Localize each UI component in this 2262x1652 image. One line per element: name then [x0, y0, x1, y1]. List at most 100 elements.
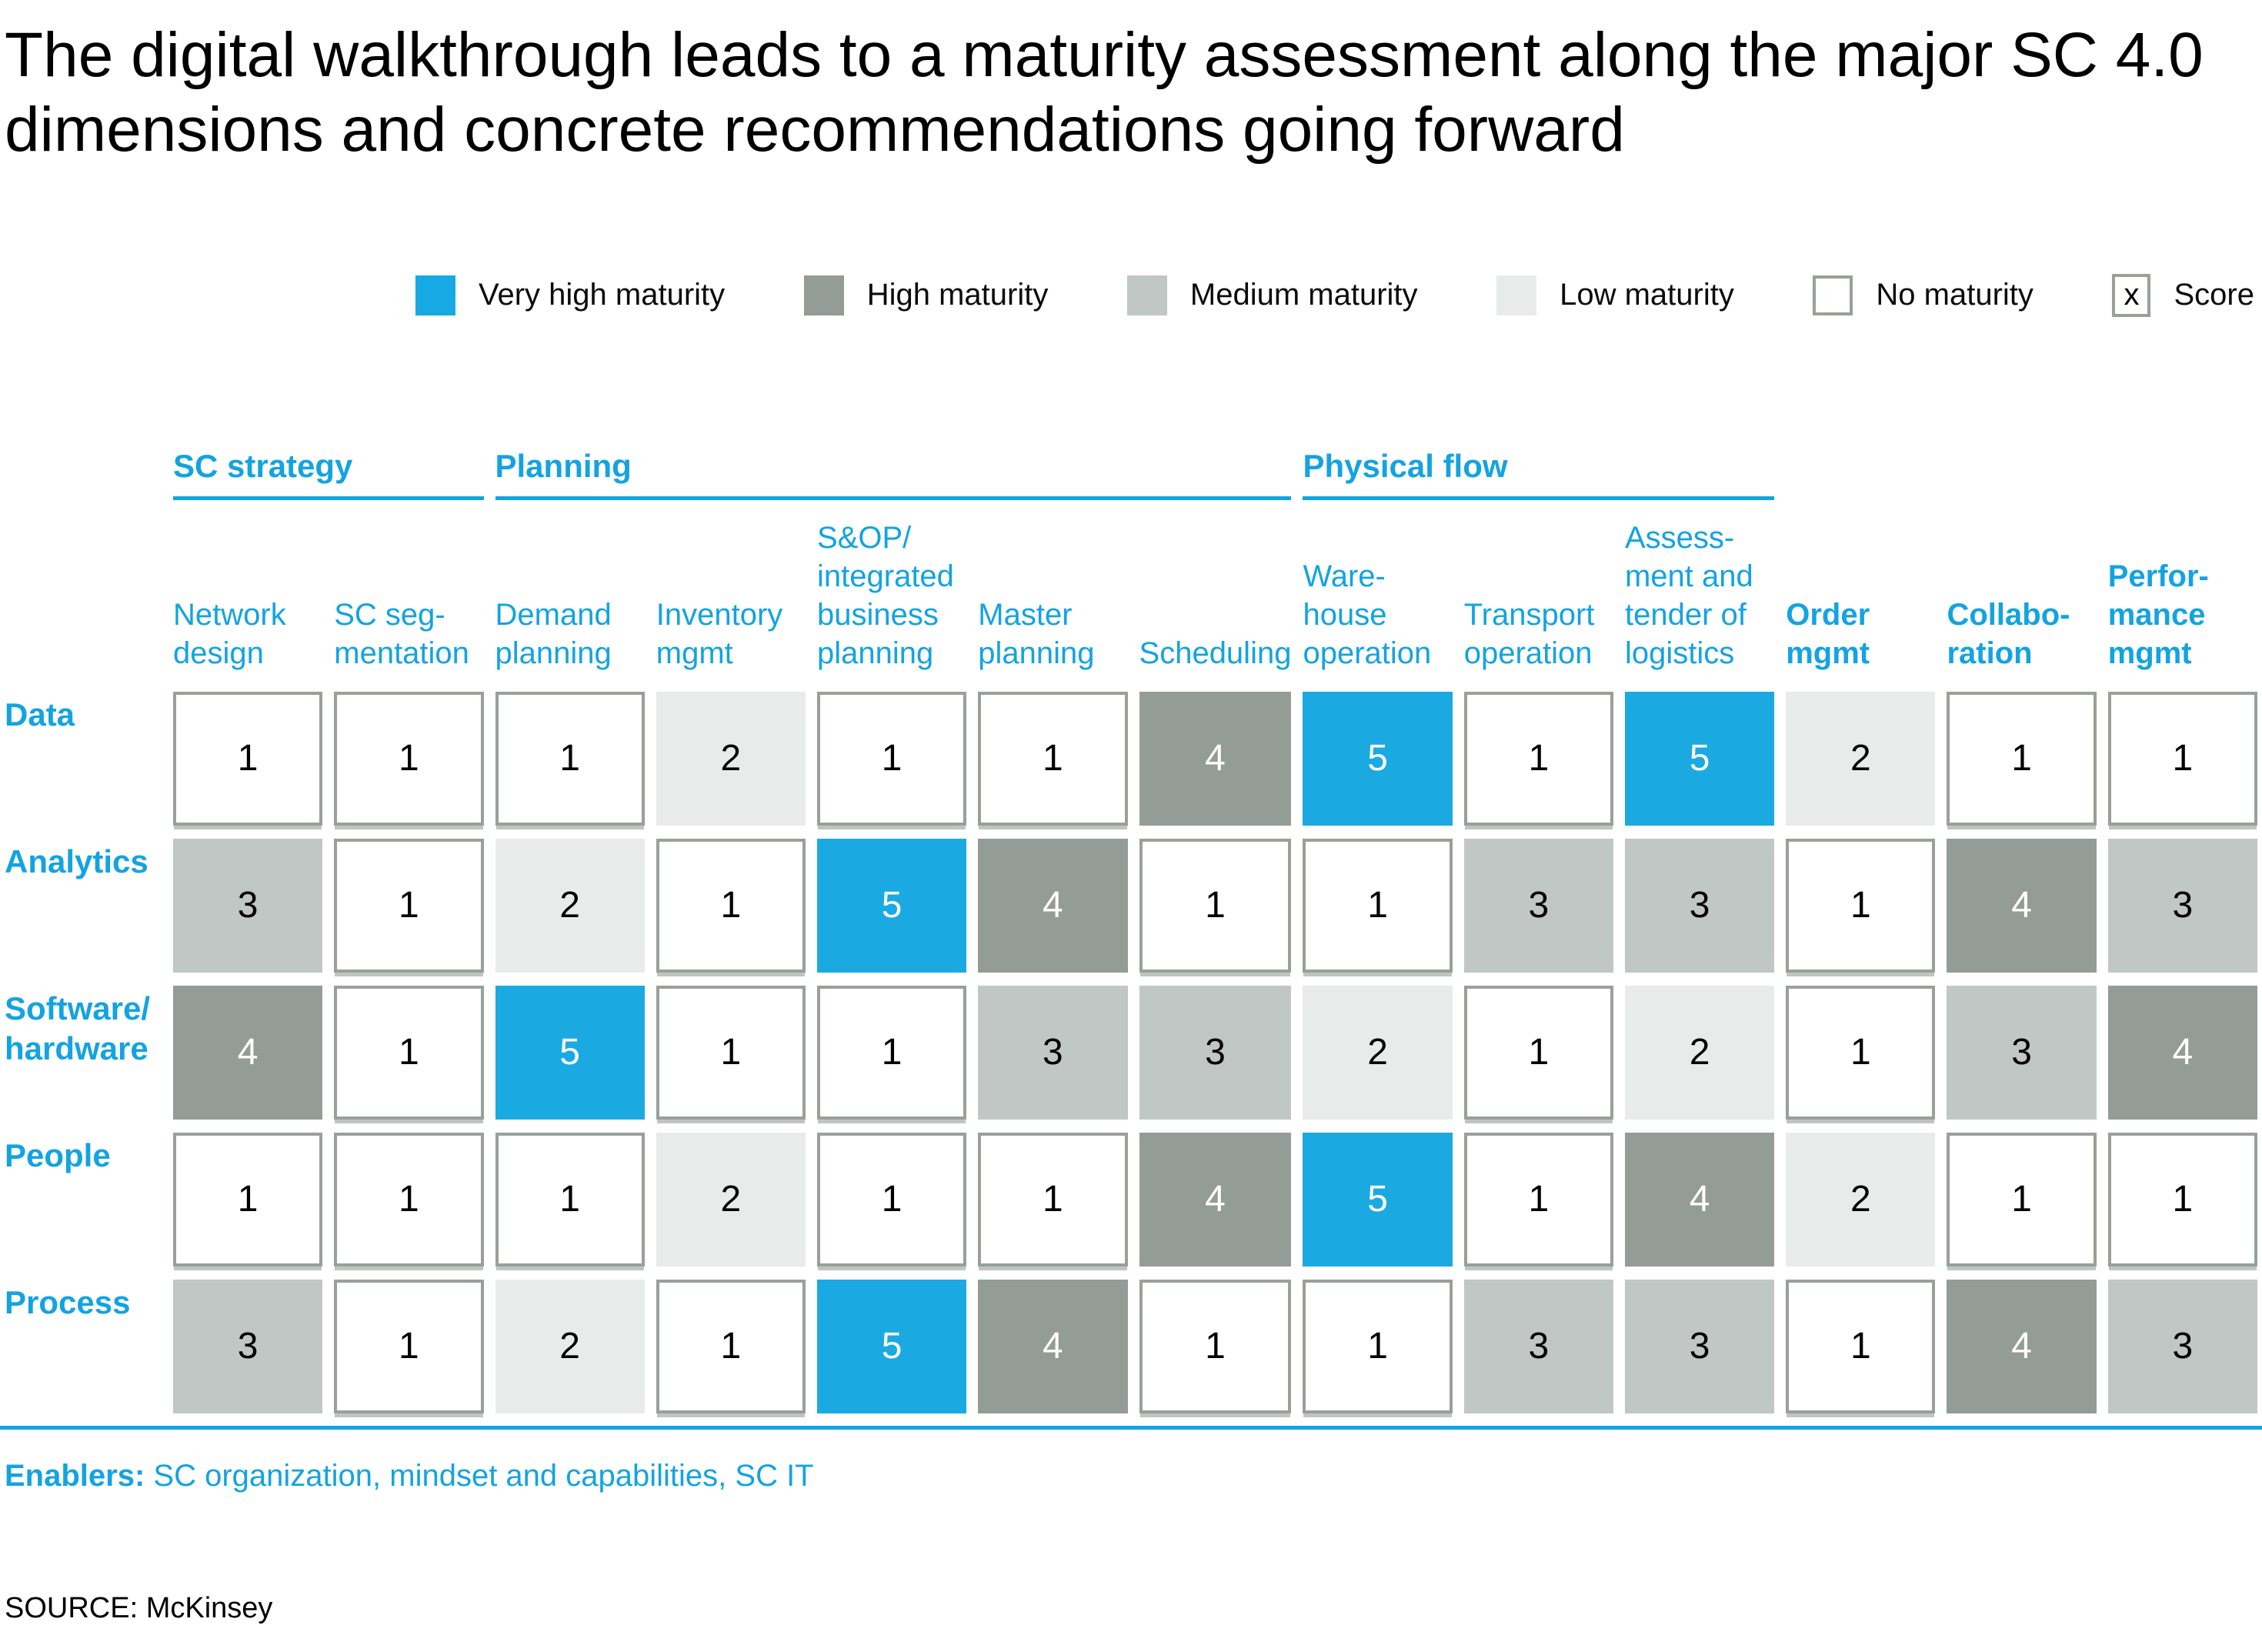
score-cell: 3 [1947, 985, 2097, 1120]
score-cell: 3 [1463, 1279, 1613, 1413]
row-label-analytics: Analytics [5, 843, 148, 879]
score-cell: 1 [817, 1132, 967, 1267]
column-header-transport: Transport operation [1463, 597, 1595, 670]
score-cell: 3 [173, 838, 323, 973]
column-group-sc-strategy: SC strategy [173, 448, 484, 500]
score-cell: 2 [1786, 1132, 1936, 1267]
column-header-inventory: Inventory mgmt [656, 597, 783, 670]
score-cell: 1 [495, 691, 645, 826]
score-cell: 1 [1947, 1132, 2097, 1267]
score-cell: 1 [334, 1279, 484, 1413]
legend-label: No maturity [1876, 278, 2033, 312]
score-cell: 1 [656, 985, 806, 1120]
score-cell: 4 [978, 1279, 1128, 1413]
score-cell: 1 [334, 838, 484, 973]
score-cell: 5 [495, 985, 645, 1120]
score-cell: 1 [334, 691, 484, 826]
no-maturity-swatch [1813, 275, 1853, 315]
score-cell: 2 [495, 838, 645, 973]
legend-label: Medium maturity [1189, 278, 1418, 312]
row-label-people: People [5, 1136, 111, 1173]
score-cell: 3 [1624, 1279, 1775, 1413]
score-cell: 2 [1303, 985, 1453, 1120]
score-cell: 1 [656, 838, 806, 973]
score-cell: 1 [2107, 691, 2257, 826]
score-cell: 1 [334, 985, 484, 1120]
score-cell: 3 [2107, 838, 2257, 973]
enablers-text: SC organization, mindset and capabilitie… [145, 1458, 814, 1493]
score-cell: 3 [1463, 838, 1613, 973]
score-cell: 3 [1139, 985, 1292, 1120]
score-cell: 1 [978, 691, 1128, 826]
score-cell: 4 [2107, 985, 2257, 1120]
score-cell: 1 [978, 1132, 1128, 1267]
score-cell: 1 [1786, 838, 1936, 973]
page-title: The digital walkthrough leads to a matur… [5, 20, 2204, 165]
score-cell: 1 [1463, 691, 1613, 826]
score-cell: 5 [817, 838, 967, 973]
legend: Very high maturity High maturity Medium ma… [415, 273, 2254, 317]
score-cell: 1 [1463, 1132, 1613, 1267]
score-cell: 4 [1947, 838, 2097, 973]
enablers-note: Enablers: SC organization, mindset and c… [5, 1459, 2262, 1493]
score-cell: 4 [1139, 1132, 1292, 1267]
medium-maturity-swatch [1126, 275, 1167, 315]
score-cell: 1 [334, 1132, 484, 1267]
score-cell: 1 [495, 1132, 645, 1267]
score-cell: 2 [656, 1132, 806, 1267]
column-header-demand: Demand planning [495, 597, 612, 670]
score-cell: 1 [1463, 985, 1613, 1120]
column-header-assess: Assess- ment and tender of logistics [1624, 520, 1753, 670]
column-header-order: Order mgmt [1786, 597, 1870, 670]
score-cell: 4 [1947, 1279, 2097, 1413]
score-cell: 1 [1303, 1279, 1453, 1413]
legend-item-no-maturity: No maturity [1813, 275, 2033, 315]
maturity-heatmap: SC strategy Planning Physical flow Network … [0, 448, 2257, 1413]
column-header-s-op: S&OP/ integrated business planning [817, 520, 954, 670]
score-box: x [2112, 273, 2151, 317]
score-cell: 2 [1786, 691, 1936, 826]
score-cell: 1 [1303, 838, 1453, 973]
row-label-process: Process [5, 1283, 131, 1320]
score-cell: 1 [1786, 1279, 1936, 1413]
score-cell: 1 [1139, 1279, 1292, 1413]
legend-label: Very high maturity [479, 278, 726, 312]
enablers-label: Enablers: [5, 1458, 145, 1493]
score-cell: 1 [173, 691, 323, 826]
score-cell: 3 [1624, 838, 1775, 973]
score-cell: 1 [2107, 1132, 2257, 1267]
score-cell: 2 [495, 1279, 645, 1413]
score-cell: 2 [1624, 985, 1775, 1120]
legend-item-score: x Score [2112, 273, 2254, 317]
score-cell: 1 [1139, 838, 1292, 973]
column-group-physical-flow: Physical flow [1303, 448, 1775, 500]
row-label-software: Software/ hardware [5, 990, 151, 1066]
low-maturity-swatch [1496, 275, 1537, 315]
score-cell: 4 [1624, 1132, 1775, 1267]
legend-label: Low maturity [1560, 278, 1734, 312]
legend-label: Score [2174, 278, 2254, 312]
column-header-perfor: Perfor- mance mgmt [2107, 559, 2209, 670]
score-cell: 1 [1786, 985, 1936, 1120]
score-cell: 4 [978, 838, 1128, 973]
score-cell: 4 [173, 985, 323, 1120]
source-note: SOURCE: McKinsey [5, 1591, 273, 1624]
row-label-data: Data [5, 696, 75, 733]
legend-label: High maturity [866, 278, 1049, 312]
score-cell: 1 [173, 1132, 323, 1267]
score-cell: 5 [817, 1279, 967, 1413]
score-cell: 1 [656, 1279, 806, 1413]
score-cell: 2 [656, 691, 806, 826]
column-group-planning: Planning [495, 448, 1292, 500]
legend-item-very-high-maturity: Very high maturity [415, 275, 725, 315]
score-cell: 4 [1139, 691, 1292, 826]
column-header-collabo: Collabo- ration [1947, 597, 2070, 670]
legend-item-low-maturity: Low maturity [1496, 275, 1734, 315]
score-cell: 5 [1303, 691, 1453, 826]
column-header-sc-seg: SC seg- mentation [334, 597, 469, 670]
high-maturity-swatch [803, 275, 844, 315]
score-cell: 3 [978, 985, 1128, 1120]
legend-item-medium-maturity: Medium maturity [1126, 275, 1418, 315]
score-cell: 1 [1947, 691, 2097, 826]
very-high-maturity-swatch [415, 275, 455, 315]
